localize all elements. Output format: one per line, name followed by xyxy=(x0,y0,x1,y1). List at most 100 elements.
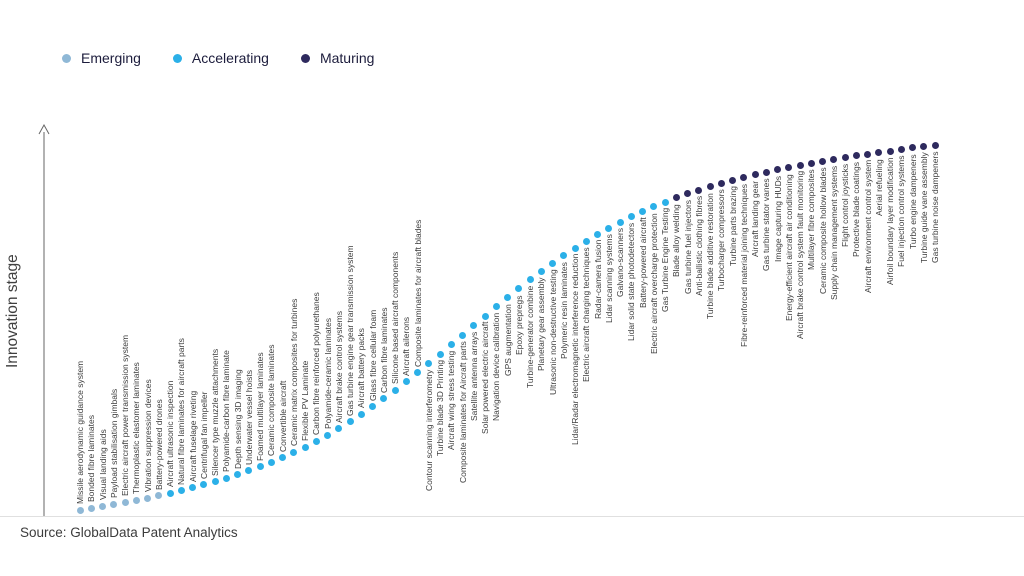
data-point xyxy=(436,350,444,358)
data-point-label: Electric aircraft charging techniques xyxy=(581,247,592,383)
data-point-label: Fibre-reinforced material joining techni… xyxy=(738,183,749,347)
data-point xyxy=(785,164,793,172)
data-point xyxy=(841,154,849,162)
data-point xyxy=(144,494,151,502)
data-point-label: Flexible PV Laminate xyxy=(300,360,310,442)
data-point xyxy=(807,159,815,167)
footer-divider xyxy=(0,516,1024,517)
data-point xyxy=(492,303,500,311)
data-point xyxy=(200,481,208,489)
data-point-label: Aircraft battery packs xyxy=(356,328,367,409)
data-point-label: Battery-powered drones xyxy=(153,398,164,490)
data-point-label: Glass fibre cellular foam xyxy=(367,309,378,401)
data-point-label: Vibration suppression devices xyxy=(142,379,153,493)
data-point-label: Aircraft environment control system xyxy=(862,160,873,294)
data-point xyxy=(312,437,320,445)
data-point-label: Composite laminates for Aircraft parts xyxy=(457,341,468,484)
legend-item-maturing: Maturing xyxy=(300,50,374,66)
data-point-label: Turbo engine dampeners xyxy=(907,154,918,249)
data-point xyxy=(132,496,140,504)
data-point xyxy=(515,285,523,293)
data-point xyxy=(402,378,410,386)
data-point-label: Ceramic composite laminates xyxy=(266,344,277,457)
data-point xyxy=(594,230,601,238)
data-point-label: Ceramic composite hollow blades xyxy=(817,167,828,295)
data-point xyxy=(155,492,163,500)
legend-item-emerging: Emerging xyxy=(62,50,141,66)
data-point xyxy=(740,174,748,182)
chart-legend: Emerging Accelerating Maturing xyxy=(62,50,374,66)
data-point xyxy=(256,463,264,471)
data-point xyxy=(470,322,478,330)
data-point-label: Aircraft ultrasonic inspection xyxy=(165,380,175,488)
data-point xyxy=(447,341,455,349)
data-point xyxy=(627,213,635,221)
data-point xyxy=(324,431,331,439)
data-point xyxy=(481,312,489,320)
data-point-label: Underwater vessel hoists xyxy=(243,369,254,465)
data-point-label: Protective blade coatings xyxy=(851,161,862,257)
data-point-label: Multilayer fibre composites xyxy=(806,169,817,271)
data-point xyxy=(909,144,916,152)
data-point-label: Polyamide-ceramic laminates xyxy=(322,318,333,430)
data-point-label: Supply chain management systems xyxy=(828,165,839,300)
data-point xyxy=(245,467,253,475)
data-point xyxy=(571,244,579,252)
data-point-label: Turbine parts brazing xyxy=(727,186,738,267)
data-point-label: Turbine blade 3D Printing xyxy=(435,360,445,457)
data-point-label: Payload stabilisation gimbals xyxy=(108,389,119,499)
data-point-label: Carbon fibre reinforced polyurethanes xyxy=(311,292,322,436)
data-point xyxy=(211,478,219,486)
data-point-label: Flight control joysticks xyxy=(840,163,850,247)
legend-dot-emerging xyxy=(62,53,71,63)
data-point-label: Ceramic matrix composites for turbines xyxy=(288,299,299,447)
data-point-label: Aircraft brake control systems xyxy=(333,310,344,423)
data-point xyxy=(639,207,646,215)
data-point-label: Electric aircraft power transmission sys… xyxy=(120,335,130,497)
data-point xyxy=(380,395,388,403)
data-point-label: Bonded fibre laminates xyxy=(86,415,97,503)
data-point-label: Turbocharger compressors xyxy=(716,189,727,292)
data-point-label: Aircraft fuselage riveting xyxy=(187,390,198,482)
data-point-label: Anti-ballistic clothing fibres xyxy=(693,196,704,297)
data-point-label: Radar-camera fusion xyxy=(592,240,603,320)
data-point xyxy=(391,386,399,394)
data-point xyxy=(706,183,714,191)
data-point xyxy=(222,474,230,482)
data-point xyxy=(76,506,84,514)
data-point-label: Carbon fibre laminates xyxy=(378,307,389,393)
data-point xyxy=(762,168,770,176)
data-point-label: Gas turbine fuel injectors xyxy=(682,199,693,294)
data-point xyxy=(267,458,275,466)
data-point xyxy=(414,369,421,377)
data-point-label: Aircraft wing stress testing xyxy=(446,350,457,450)
data-point xyxy=(369,403,376,411)
data-point-label: Thermoplastic elastomer laminates xyxy=(131,362,142,495)
data-point-label: Natural fibre laminates for aircraft par… xyxy=(176,337,187,485)
data-point-label: Navigation device calibration xyxy=(491,312,502,421)
data-point xyxy=(110,500,118,508)
data-point-label: Foamed multilayer laminates xyxy=(255,352,265,461)
data-point xyxy=(852,152,860,160)
data-point-label: Blade alloy welding xyxy=(671,204,682,277)
data-point xyxy=(189,484,196,492)
data-point xyxy=(537,267,545,275)
legend-item-accelerating: Accelerating xyxy=(172,50,269,66)
data-point-label: Composite laminates for aircraft blades xyxy=(412,219,423,367)
data-point xyxy=(830,156,838,164)
data-point xyxy=(819,157,826,165)
data-point-label: GPS augmentation xyxy=(502,303,513,376)
data-point xyxy=(729,176,736,184)
data-point xyxy=(582,237,590,245)
data-point-label: Fuel injection control systems xyxy=(896,155,907,268)
data-point-label: Turbine guide vane assembly xyxy=(918,152,929,264)
data-point-label: Polymeric resin laminates xyxy=(558,261,569,359)
data-point xyxy=(87,504,95,512)
data-point-label: Convertible aircraft xyxy=(277,380,288,452)
data-point-label: Lidar solid state photodetectors xyxy=(626,222,637,341)
data-point-label: Galvano-scanners xyxy=(615,228,625,298)
data-point xyxy=(560,252,568,260)
data-point-label: Lidar scanning systems xyxy=(603,234,614,324)
data-point-label: Centrifugal fan impeller xyxy=(198,391,209,479)
